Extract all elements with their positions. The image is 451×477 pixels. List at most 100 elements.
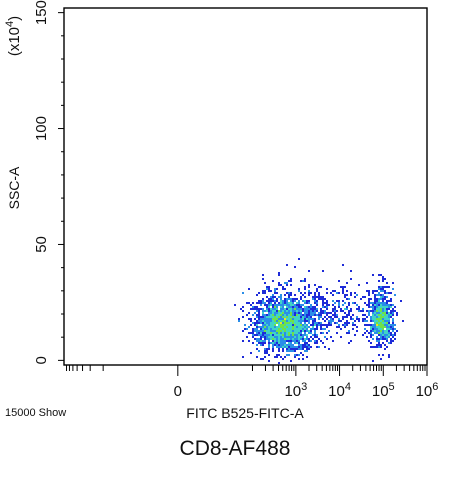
event-dot <box>390 342 392 344</box>
event-dot <box>342 290 344 292</box>
event-dot <box>280 334 282 336</box>
event-dot <box>332 320 334 322</box>
event-dot <box>282 324 284 326</box>
event-dot <box>306 346 308 348</box>
event-dot <box>354 292 356 294</box>
event-dot <box>280 342 282 344</box>
event-dot <box>390 338 392 340</box>
event-dot <box>288 318 290 320</box>
event-dot <box>294 294 296 296</box>
event-dot <box>332 300 334 302</box>
event-dot <box>272 342 274 344</box>
event-dot <box>284 338 286 340</box>
event-dot <box>278 332 280 334</box>
event-dot <box>270 318 272 320</box>
event-dot <box>258 302 260 304</box>
event-dot <box>266 336 268 338</box>
event-dot <box>294 336 296 338</box>
event-dot <box>276 312 278 314</box>
event-dot <box>266 334 268 336</box>
event-dot <box>326 324 328 326</box>
event-dot <box>384 314 386 316</box>
event-dot <box>294 334 296 336</box>
event-dot <box>364 328 366 330</box>
event-dot <box>300 346 302 348</box>
event-dot <box>322 302 324 304</box>
event-dot <box>280 308 282 310</box>
event-dot <box>274 336 276 338</box>
event-dot <box>300 308 302 310</box>
event-dot <box>376 338 378 340</box>
event-dot <box>378 342 380 344</box>
event-dot <box>300 332 302 334</box>
event-dot <box>272 306 274 308</box>
event-dot <box>298 322 300 324</box>
event-dot <box>316 334 318 336</box>
event-dot <box>262 316 264 318</box>
event-dot <box>308 294 310 296</box>
event-dot <box>296 332 298 334</box>
event-dot <box>260 308 262 310</box>
event-dot <box>374 312 376 314</box>
event-dot <box>288 304 290 306</box>
event-dot <box>268 306 270 308</box>
event-dot <box>292 322 294 324</box>
event-dot <box>324 316 326 318</box>
event-dot <box>280 318 282 320</box>
event-dot <box>272 346 274 348</box>
event-dot <box>252 342 254 344</box>
event-dot <box>376 344 378 346</box>
event-dot <box>342 310 344 312</box>
event-dot <box>384 332 386 334</box>
event-dot <box>282 358 284 360</box>
event-dot <box>386 312 388 314</box>
event-dot <box>290 348 292 350</box>
event-dot <box>342 316 344 318</box>
event-dot <box>286 314 288 316</box>
event-dot <box>304 288 306 290</box>
event-dot <box>296 298 298 300</box>
event-dot <box>268 304 270 306</box>
event-dot <box>292 298 294 300</box>
event-dot <box>384 286 386 288</box>
event-dot <box>260 300 262 302</box>
event-dot <box>352 314 354 316</box>
event-dot <box>266 296 268 298</box>
event-dot <box>252 302 254 304</box>
event-dot <box>304 340 306 342</box>
event-dot <box>288 346 290 348</box>
event-dot <box>324 298 326 300</box>
event-dot <box>344 324 346 326</box>
event-dot <box>280 330 282 332</box>
event-dot <box>328 348 330 350</box>
event-dot <box>258 320 260 322</box>
event-dot <box>268 346 270 348</box>
event-dot <box>288 302 290 304</box>
event-dot <box>314 296 316 298</box>
event-dot <box>386 340 388 342</box>
event-dot <box>378 322 380 324</box>
event-dot <box>364 302 366 304</box>
event-dot <box>376 304 378 306</box>
event-dot <box>270 310 272 312</box>
event-dot <box>348 332 350 334</box>
event-dot <box>378 340 380 342</box>
event-dot <box>376 332 378 334</box>
event-dot <box>320 298 322 300</box>
event-dot <box>292 308 294 310</box>
event-dot <box>338 306 340 308</box>
event-dot <box>268 332 270 334</box>
event-dot <box>384 322 386 324</box>
event-dot <box>296 318 298 320</box>
event-dot <box>392 334 394 336</box>
event-dot <box>326 300 328 302</box>
event-dot <box>392 282 394 284</box>
event-dot <box>278 310 280 312</box>
event-dot <box>300 312 302 314</box>
event-dot <box>386 332 388 334</box>
event-dot <box>376 326 378 328</box>
event-dot <box>326 292 328 294</box>
event-dot <box>272 308 274 310</box>
event-dot <box>378 328 380 330</box>
event-dot <box>382 342 384 344</box>
